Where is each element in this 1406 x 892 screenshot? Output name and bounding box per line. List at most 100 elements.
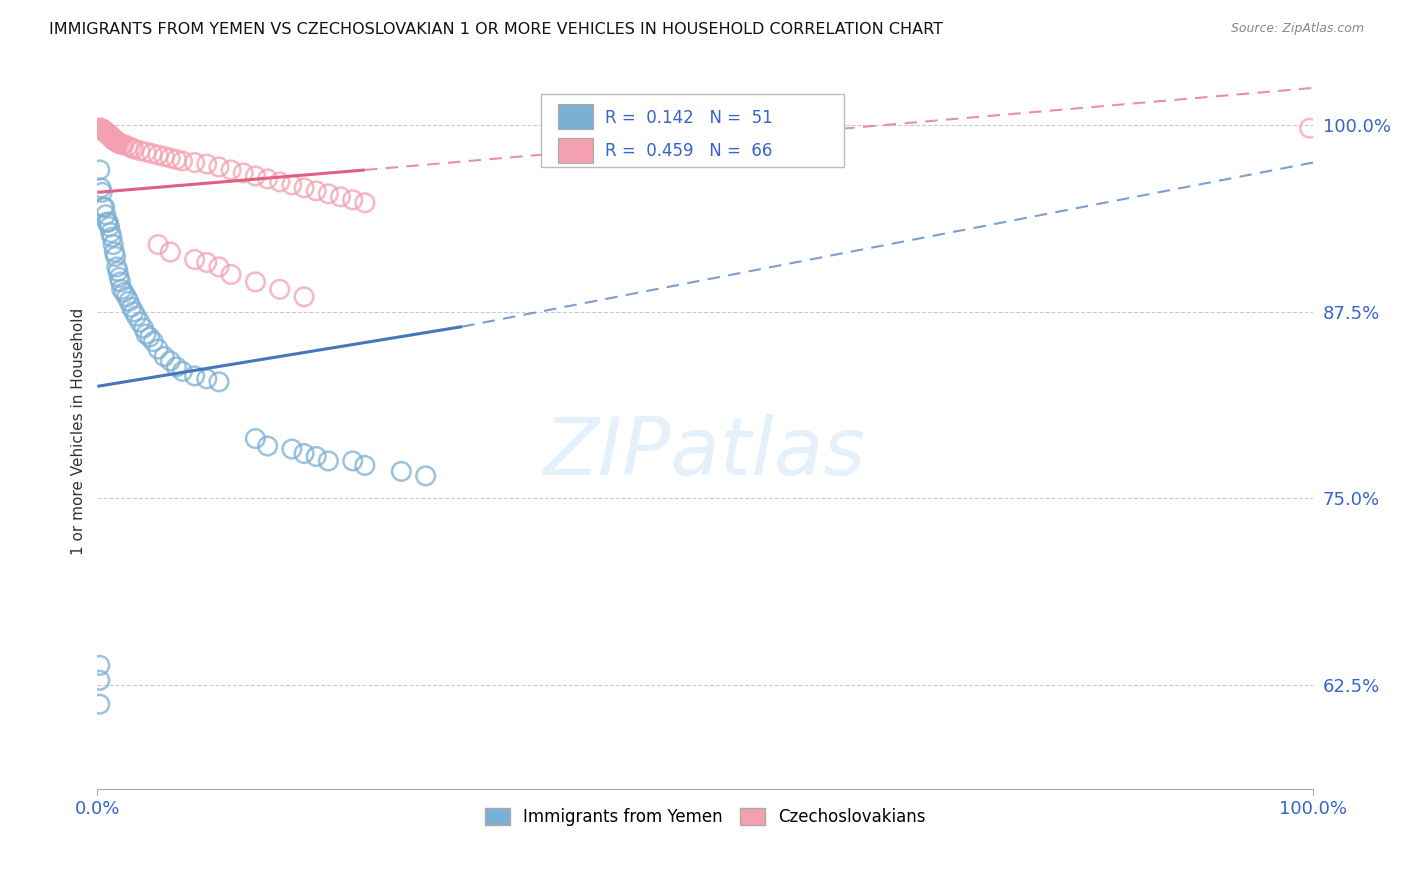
Point	[111, 137, 134, 152]
Point	[101, 230, 124, 244]
Text: ZIPatlas: ZIPatlas	[544, 414, 866, 491]
Point	[94, 126, 117, 140]
Point	[97, 127, 120, 141]
Point	[112, 285, 135, 300]
Point	[165, 153, 187, 167]
Point	[1298, 121, 1320, 136]
Point	[292, 181, 315, 195]
Point	[97, 215, 120, 229]
Point	[195, 255, 218, 269]
Point	[89, 163, 111, 178]
Point	[96, 215, 118, 229]
Point	[256, 172, 278, 186]
Point	[129, 144, 152, 158]
Point	[97, 127, 120, 141]
Point	[195, 157, 218, 171]
Point	[93, 124, 115, 138]
Text: R =  0.459   N =  66: R = 0.459 N = 66	[605, 142, 772, 160]
Point	[101, 237, 124, 252]
Point	[98, 219, 121, 234]
Point	[318, 186, 340, 201]
Text: Source: ZipAtlas.com: Source: ZipAtlas.com	[1230, 22, 1364, 36]
Point	[111, 282, 134, 296]
Y-axis label: 1 or more Vehicles in Household: 1 or more Vehicles in Household	[72, 308, 86, 555]
Point	[153, 350, 176, 364]
Point	[101, 131, 124, 145]
Point	[117, 139, 139, 153]
Point	[353, 458, 375, 473]
Point	[135, 145, 157, 159]
Point	[195, 372, 218, 386]
Point	[93, 200, 115, 214]
Text: R =  0.142   N =  51: R = 0.142 N = 51	[605, 109, 772, 127]
Point	[89, 658, 111, 673]
Point	[104, 135, 127, 149]
Point	[135, 327, 157, 342]
Point	[415, 468, 437, 483]
Point	[107, 136, 129, 150]
Point	[108, 136, 131, 150]
Point	[305, 184, 328, 198]
Point	[112, 137, 135, 152]
Point	[292, 446, 315, 460]
Point	[208, 260, 231, 274]
Point	[172, 154, 194, 169]
Point	[281, 178, 304, 192]
Point	[183, 368, 205, 383]
Point	[132, 321, 155, 335]
Point	[94, 208, 117, 222]
Point	[98, 128, 121, 143]
Point	[91, 122, 114, 136]
Point	[165, 359, 187, 374]
Point	[159, 151, 181, 165]
Point	[103, 245, 125, 260]
Point	[105, 135, 128, 149]
Point	[101, 130, 124, 145]
Point	[105, 260, 128, 274]
Point	[100, 128, 122, 143]
Point	[269, 282, 291, 296]
Point	[159, 245, 181, 260]
Point	[96, 126, 118, 140]
Point	[122, 142, 145, 156]
Point	[100, 130, 122, 145]
Point	[159, 354, 181, 368]
Point	[172, 364, 194, 378]
Point	[90, 121, 112, 136]
Point	[104, 250, 127, 264]
Point	[93, 200, 115, 214]
Point	[103, 133, 125, 147]
Point	[129, 315, 152, 329]
Point	[96, 127, 118, 141]
Point	[91, 186, 114, 200]
Point	[245, 169, 267, 183]
Point	[305, 450, 328, 464]
Point	[153, 149, 176, 163]
Point	[146, 237, 169, 252]
Point	[104, 133, 127, 147]
Point	[318, 454, 340, 468]
Point	[110, 275, 132, 289]
Point	[93, 122, 115, 136]
Point	[141, 146, 163, 161]
Point	[107, 264, 129, 278]
Point	[269, 175, 291, 189]
Point	[89, 121, 111, 136]
Point	[142, 334, 165, 349]
Point	[208, 375, 231, 389]
Point	[89, 673, 111, 688]
Point	[122, 304, 145, 318]
Point	[94, 126, 117, 140]
Point	[183, 252, 205, 267]
Point	[245, 432, 267, 446]
Point	[183, 155, 205, 169]
Point	[292, 290, 315, 304]
Point	[329, 190, 352, 204]
Point	[138, 330, 160, 344]
Point	[115, 290, 138, 304]
Point	[232, 166, 254, 180]
Point	[342, 193, 364, 207]
Point	[93, 124, 115, 138]
Legend: Immigrants from Yemen, Czechoslovakians: Immigrants from Yemen, Czechoslovakians	[477, 800, 934, 835]
Point	[98, 128, 121, 143]
